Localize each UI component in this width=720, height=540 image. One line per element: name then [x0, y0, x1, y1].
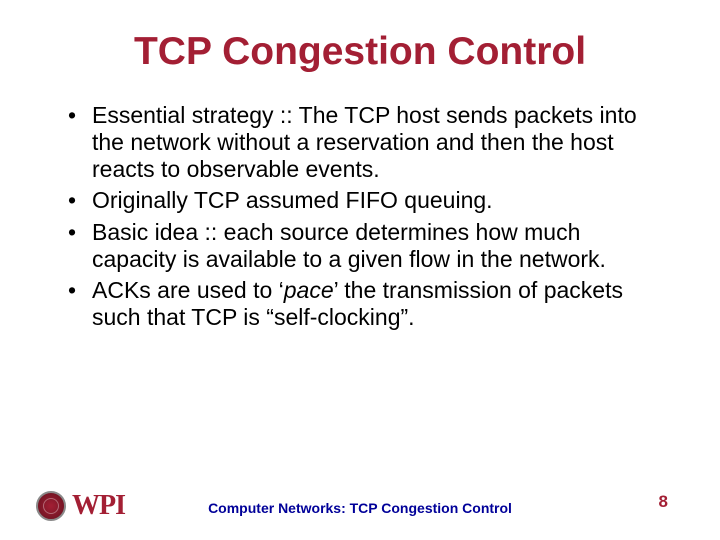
slide-footer: WPI Computer Networks: TCP Congestion Co… [0, 478, 720, 522]
bullet-text: Basic idea :: each source determines how… [92, 219, 606, 272]
footer-text: Computer Networks: TCP Congestion Contro… [0, 500, 720, 516]
slide: TCP Congestion Control Essential strateg… [0, 0, 720, 540]
bullet-list: Essential strategy :: The TCP host sends… [50, 102, 670, 331]
bullet-text: Originally TCP assumed FIFO queuing. [92, 187, 493, 213]
page-number: 8 [659, 492, 668, 512]
italic-word: pace [284, 277, 334, 303]
slide-title: TCP Congestion Control [50, 30, 670, 74]
list-item: Basic idea :: each source determines how… [64, 219, 670, 273]
list-item: ACKs are used to ‘pace’ the transmission… [64, 277, 670, 331]
list-item: Originally TCP assumed FIFO queuing. [64, 187, 670, 214]
bullet-text: ACKs are used to ‘pace’ the transmission… [92, 277, 623, 330]
list-item: Essential strategy :: The TCP host sends… [64, 102, 670, 183]
bullet-text: Essential strategy :: The TCP host sends… [92, 102, 637, 182]
